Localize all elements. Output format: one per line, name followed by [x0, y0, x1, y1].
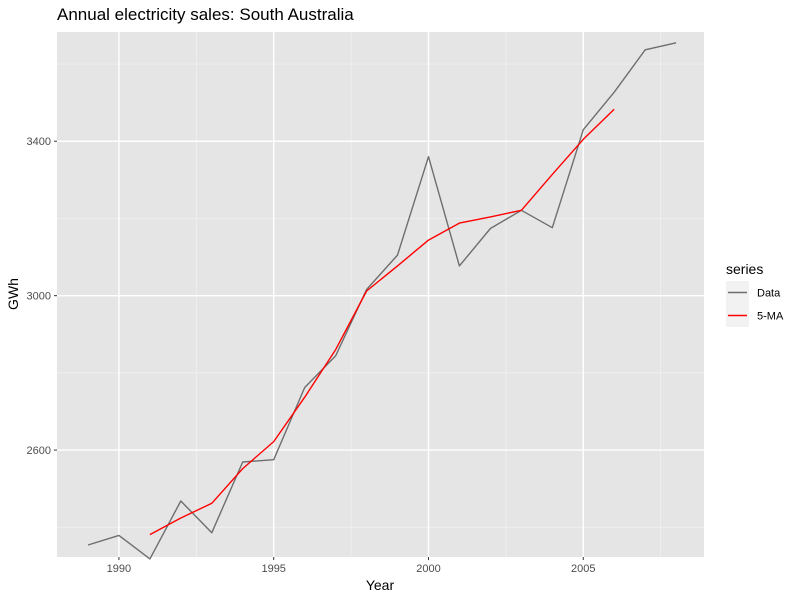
plot-panel: [57, 32, 704, 557]
major-gridlines: [57, 32, 704, 557]
y-tick-label: 2600: [27, 445, 51, 457]
x-tick-label: 1990: [107, 563, 131, 575]
y-axis-title: GWh: [5, 278, 21, 310]
legend-label: Data: [757, 288, 781, 300]
legend-title: series: [726, 261, 763, 277]
x-tick-label: 2005: [571, 563, 595, 575]
y-tick-label: 3000: [27, 291, 51, 303]
x-tick-label: 1995: [261, 563, 285, 575]
y-tick-label: 3400: [27, 136, 51, 148]
x-axis: 1990 1995 2000 2005: [107, 557, 596, 575]
y-axis: 2600 3000 3400: [27, 136, 57, 457]
series-line-5-ma: [149, 108, 615, 536]
legend-label: 5-MA: [757, 311, 784, 323]
legend: series Data 5-MA: [726, 261, 784, 327]
x-tick-label: 2000: [416, 563, 440, 575]
series-layer: [87, 42, 677, 560]
chart-title: Annual electricity sales: South Australi…: [57, 5, 354, 24]
x-axis-title: Year: [366, 577, 395, 593]
